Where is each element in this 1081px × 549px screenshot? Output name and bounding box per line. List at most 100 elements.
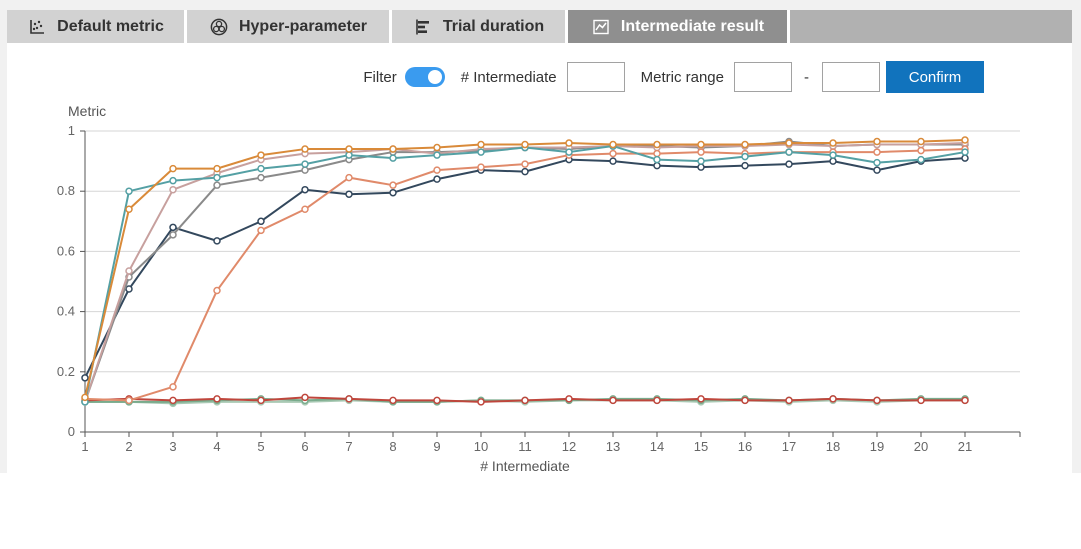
tab-bar-filler xyxy=(790,10,1072,43)
intermediate-count-input[interactable] xyxy=(566,62,625,92)
point-trial-teal-3 xyxy=(169,176,177,185)
point-trial-navy-15 xyxy=(697,163,705,171)
point-trial-navy-6 xyxy=(301,185,309,194)
x-tick-label: 19 xyxy=(870,439,884,454)
point-trial-gray-6 xyxy=(301,166,309,174)
y-tick-label: 0.6 xyxy=(57,243,75,258)
point-trial-orange-5 xyxy=(257,151,265,159)
x-tick-label: 17 xyxy=(782,439,796,454)
tab-label: Hyper-parameter xyxy=(238,17,368,35)
point-trial-navy-19 xyxy=(873,166,881,174)
point-trial-salmon-19 xyxy=(873,148,881,156)
point-trial-orange-11 xyxy=(521,140,529,149)
tab-trial-duration[interactable]: Trial duration xyxy=(392,10,565,43)
page-bottom-whitespace xyxy=(0,473,1081,549)
x-tick-label: 7 xyxy=(345,439,352,454)
point-trial-red-18 xyxy=(829,395,837,403)
point-trial-red-11 xyxy=(521,396,529,405)
point-trial-orange-12 xyxy=(565,139,573,147)
point-trial-red-3 xyxy=(169,396,177,405)
x-tick-label: 6 xyxy=(301,439,308,454)
point-trial-orange-1 xyxy=(81,393,89,402)
point-trial-teal-21 xyxy=(961,148,969,156)
toggle-knob xyxy=(427,70,442,84)
point-trial-navy-11 xyxy=(521,167,529,176)
tab-default-metric[interactable]: Default metric xyxy=(7,10,184,43)
x-tick-label: 1 xyxy=(81,439,88,454)
point-trial-teal-12 xyxy=(565,148,573,156)
x-tick-label: 13 xyxy=(606,439,620,454)
point-trial-teal-7 xyxy=(345,151,353,159)
x-tick-label: 3 xyxy=(169,439,176,454)
point-trial-orange-13 xyxy=(609,140,617,149)
point-trial-gray-4 xyxy=(213,181,221,189)
page-margin-left xyxy=(0,10,7,473)
intermediate-result-chart[interactable]: 00.20.40.60.811 2 3 4 5 6 7 8 9 10 11 12 13 14 15 16 17 1… xyxy=(7,43,1072,473)
x-tick-label: 10 xyxy=(474,439,488,454)
metric-range-min-input[interactable] xyxy=(734,62,792,92)
point-trial-red-16 xyxy=(741,396,749,405)
point-trial-orange-21 xyxy=(961,136,969,144)
point-trial-teal-9 xyxy=(433,151,441,159)
confirm-button[interactable]: Confirm xyxy=(886,61,984,93)
point-trial-navy-7 xyxy=(345,190,353,198)
line-chart-icon xyxy=(591,17,611,37)
point-trial-navy-5 xyxy=(257,217,265,226)
x-tick-label: 18 xyxy=(826,439,840,454)
point-trial-pink-3 xyxy=(169,185,177,194)
point-trial-red-20 xyxy=(917,396,925,405)
hyperparam-icon xyxy=(209,17,229,37)
page-margin-right xyxy=(1072,10,1081,473)
tab-intermediate-result[interactable]: Intermediate result xyxy=(568,10,787,43)
x-tick-label: 15 xyxy=(694,439,708,454)
y-tick-label: 1 xyxy=(68,123,75,138)
point-trial-salmon-8 xyxy=(389,181,397,189)
point-trial-navy-8 xyxy=(389,188,397,197)
x-tick-label: 5 xyxy=(257,439,264,454)
point-trial-teal-18 xyxy=(829,151,837,159)
point-trial-red-17 xyxy=(785,396,793,405)
point-trial-orange-4 xyxy=(213,164,221,173)
duration-icon xyxy=(413,17,433,37)
point-trial-orange-6 xyxy=(301,145,309,153)
point-trial-navy-13 xyxy=(609,157,617,165)
point-trial-orange-8 xyxy=(389,145,397,153)
metric-range-label: Metric range xyxy=(640,68,724,86)
point-trial-orange-19 xyxy=(873,137,881,146)
point-trial-navy-4 xyxy=(213,237,221,245)
point-trial-navy-14 xyxy=(653,161,661,170)
x-tick-label: 11 xyxy=(518,439,532,454)
scatter-icon xyxy=(27,17,47,37)
y-tick-label: 0.8 xyxy=(57,183,75,198)
point-trial-red-13 xyxy=(609,396,617,405)
tab-hyper-parameter[interactable]: Hyper-parameter xyxy=(187,10,389,43)
point-trial-red-14 xyxy=(653,396,661,405)
x-tick-label: 8 xyxy=(389,439,396,454)
point-trial-orange-7 xyxy=(345,145,353,153)
intermediate-count-label: # Intermediate xyxy=(460,68,557,86)
y-tick-label: 0 xyxy=(68,424,75,439)
point-trial-navy-18 xyxy=(829,157,837,165)
x-tick-label: 2 xyxy=(125,439,132,454)
tab-label: Intermediate result xyxy=(620,17,765,35)
point-trial-salmon-10 xyxy=(477,163,485,171)
point-trial-orange-16 xyxy=(741,140,749,149)
tab-bar: Default metric Hyper-parameter xyxy=(7,10,1072,43)
point-trial-salmon-4 xyxy=(213,286,221,295)
point-trial-teal-16 xyxy=(741,152,749,161)
metric-range-max-input[interactable] xyxy=(822,62,880,92)
x-tick-label: 16 xyxy=(738,439,752,454)
point-trial-orange-15 xyxy=(697,140,705,149)
point-trial-navy-1 xyxy=(81,374,89,382)
point-trial-orange-9 xyxy=(433,143,441,152)
tab-label: Default metric xyxy=(57,17,164,35)
content-card: Filter # Intermediate Metric range - Con… xyxy=(7,43,1072,473)
x-tick-label: 9 xyxy=(433,439,440,454)
point-trial-red-4 xyxy=(213,395,221,403)
filter-toggle[interactable] xyxy=(404,67,445,87)
point-trial-orange-10 xyxy=(477,140,485,149)
point-trial-salmon-2 xyxy=(125,396,133,405)
filter-label: Filter xyxy=(363,68,397,86)
point-trial-orange-17 xyxy=(785,139,793,147)
